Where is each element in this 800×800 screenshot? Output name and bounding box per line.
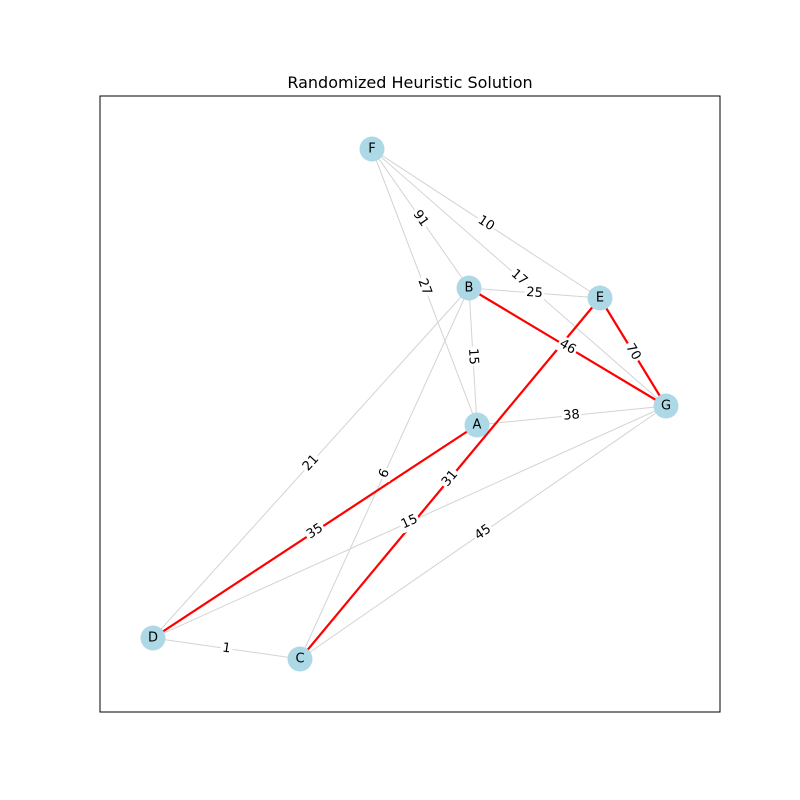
node-circle [653, 393, 679, 419]
edge-weight-text: 10 [475, 213, 497, 235]
edge-label-A-D: 35 [302, 519, 328, 544]
edge-weight-text: 21 [300, 452, 322, 474]
edge-label-E-C: 31 [437, 465, 463, 492]
node-circle [140, 625, 166, 651]
edge-label-background [219, 639, 234, 658]
node-label: F [368, 142, 375, 157]
node-A: A [464, 412, 490, 438]
edge-label-background [397, 510, 422, 534]
node-circle [587, 285, 613, 311]
edge-weight-text: 91 [410, 207, 432, 229]
node-circle [464, 412, 490, 438]
node-circle [287, 646, 313, 672]
edge-label-background [374, 464, 395, 483]
edge-label-background [554, 334, 581, 360]
edge-label-B-G: 46 [554, 334, 581, 360]
node-B: B [456, 275, 482, 301]
nodes-layer: F B E G A D C [140, 136, 679, 672]
edge-label-B-C: 6 [374, 464, 395, 483]
node-circle [359, 136, 385, 162]
edge-weight-text: 27 [415, 277, 435, 298]
node-circle [456, 275, 482, 301]
edge-label-background [302, 519, 328, 544]
edge-label-E-G: 70 [620, 339, 646, 365]
edge-weight-text: 70 [622, 341, 643, 363]
node-label: C [295, 652, 304, 667]
edge-label-background [620, 339, 646, 365]
edge-label-B-E: 25 [523, 284, 546, 302]
node-F: F [359, 136, 385, 162]
node-label: D [148, 631, 158, 646]
edge-label-B-D: 21 [298, 450, 324, 476]
edge-label-background [506, 264, 532, 291]
edge-label-F-B: 91 [408, 205, 433, 232]
edges-layer [152, 148, 667, 660]
edge-label-background [560, 406, 583, 425]
node-C: C [287, 646, 313, 672]
node-label: G [661, 399, 671, 414]
edge-label-D-C: 1 [219, 639, 234, 658]
edge-weight-text: 25 [526, 285, 544, 301]
edge-label-F-G: 17 [506, 264, 532, 291]
edge-weight-text: 15 [399, 512, 420, 532]
edge-label-D-G: 15 [397, 510, 422, 534]
plot-frame [99, 95, 721, 713]
edge-label-background [473, 211, 499, 236]
node-E: E [587, 285, 613, 311]
figure-title: Randomized Heuristic Solution [287, 73, 532, 92]
node-label: B [465, 281, 474, 296]
edge-weight-text: 45 [472, 522, 494, 544]
edge-label-F-E: 10 [473, 211, 499, 236]
edge-weight-text: 38 [563, 407, 581, 424]
edge-label-C-G: 45 [470, 520, 496, 545]
edge-weight-text: 46 [557, 336, 579, 357]
edge-label-F-A: 27 [413, 274, 436, 300]
node-G: G [653, 393, 679, 419]
edge-label-background [437, 465, 463, 492]
edge-label-background [523, 284, 546, 302]
node-D: D [140, 625, 166, 651]
node-label: E [596, 291, 604, 306]
edge-label-background [298, 450, 324, 476]
edge-weight-text: 15 [465, 348, 481, 365]
edge-label-background [413, 274, 436, 300]
edge-label-background [464, 346, 482, 367]
node-label: A [473, 418, 482, 433]
edge-label-A-G: 38 [560, 406, 583, 425]
edge-label-background [408, 205, 433, 232]
edge-weight-text: 1 [221, 640, 231, 656]
edge-label-background [470, 520, 496, 545]
edge-weight-text: 35 [304, 521, 326, 543]
edge-label-B-A: 15 [464, 346, 482, 367]
